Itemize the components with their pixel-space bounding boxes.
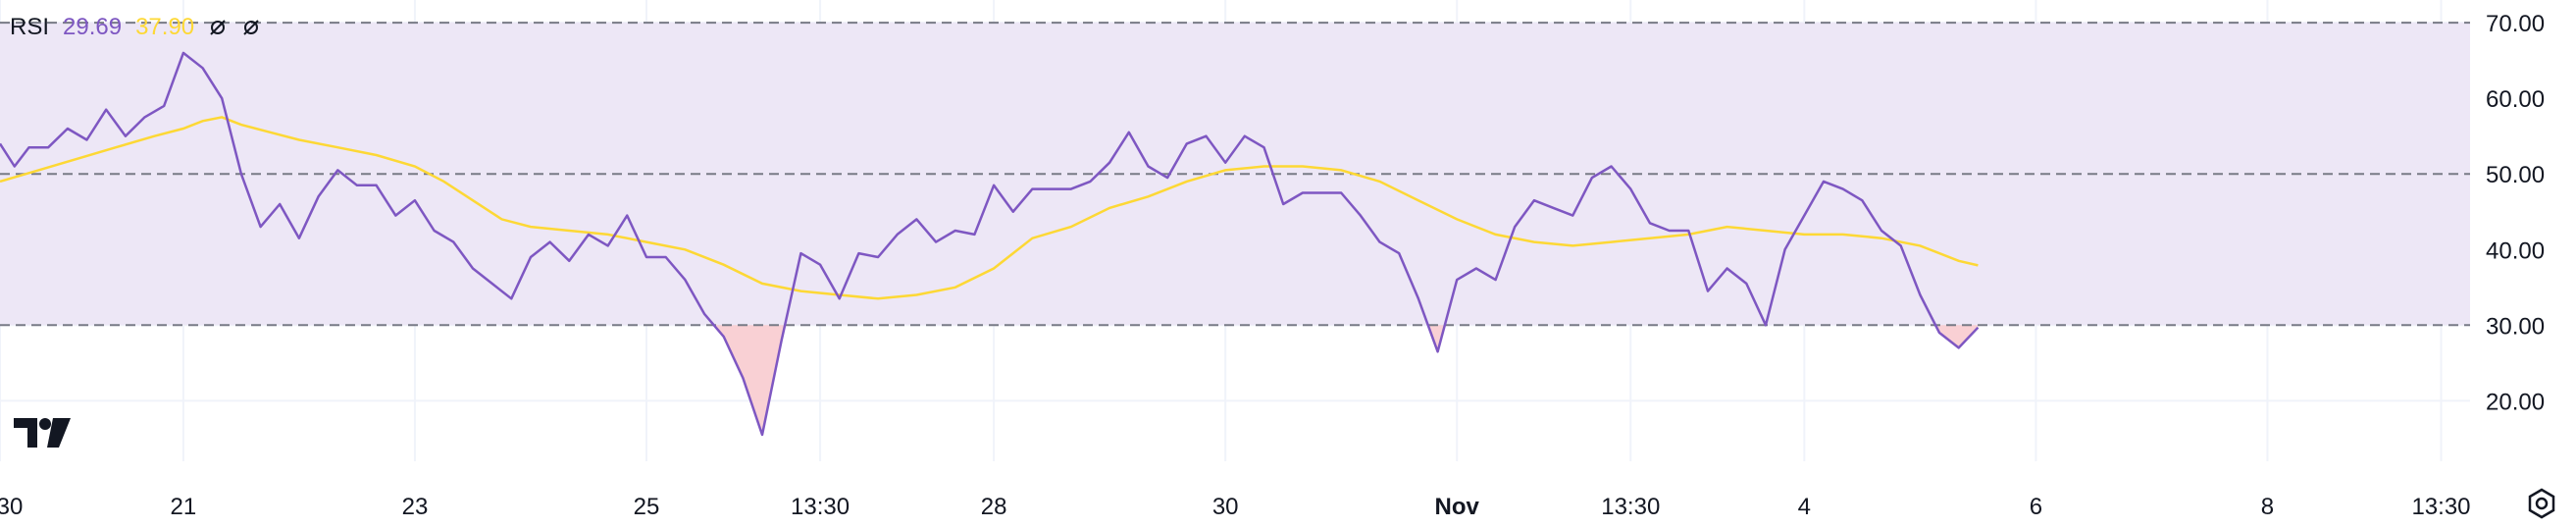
x-tick-label: 13:30 [791, 494, 850, 520]
hidden-eye-slash-icon[interactable] [241, 18, 261, 37]
settings-gear-icon[interactable] [2525, 487, 2558, 520]
ma-series-line [0, 116, 1979, 300]
x-tick-label: 3:30 [0, 494, 23, 520]
rsi-value: 29.69 [63, 14, 123, 40]
x-tick-label: 8 [2261, 494, 2274, 520]
x-tick-label: 4 [1798, 494, 1811, 520]
x-tick-label: 23 [402, 494, 429, 520]
x-tick-label: 28 [981, 494, 1007, 520]
x-axis-labels: 3:30 21 23 25 13:30 28 30 Nov 13:30 4 6 8 13:30 [0, 494, 2471, 520]
x-tick-label: 30 [1212, 494, 1239, 520]
indicator-legend[interactable]: RSI 29.69 37.90 [10, 10, 261, 45]
hidden-eye-slash-icon[interactable] [208, 18, 228, 37]
y-axis-labels: 70.00 60.00 50.00 40.00 30.00 20.00 [2486, 11, 2545, 415]
y-tick-label: 40.00 [2486, 238, 2545, 264]
y-tick-label: 60.00 [2486, 86, 2545, 113]
y-tick-label: 20.00 [2486, 389, 2545, 415]
x-tick-label: 13:30 [1601, 494, 1660, 520]
x-tick-label: 13:30 [2411, 494, 2470, 520]
oversold-fill-area [713, 325, 1979, 436]
x-tick-label: 21 [171, 494, 197, 520]
x-tick-label: 6 [2030, 494, 2042, 520]
x-tick-label: 25 [634, 494, 660, 520]
y-tick-label: 50.00 [2486, 162, 2545, 188]
x-tick-label: Nov [1435, 494, 1480, 520]
y-tick-label: 30.00 [2486, 313, 2545, 340]
y-tick-label: 70.00 [2486, 11, 2545, 37]
rsi-series-line [0, 51, 1980, 437]
tradingview-logo-icon[interactable] [14, 416, 77, 449]
ma-value: 37.90 [135, 14, 195, 40]
indicator-name: RSI [10, 14, 50, 40]
